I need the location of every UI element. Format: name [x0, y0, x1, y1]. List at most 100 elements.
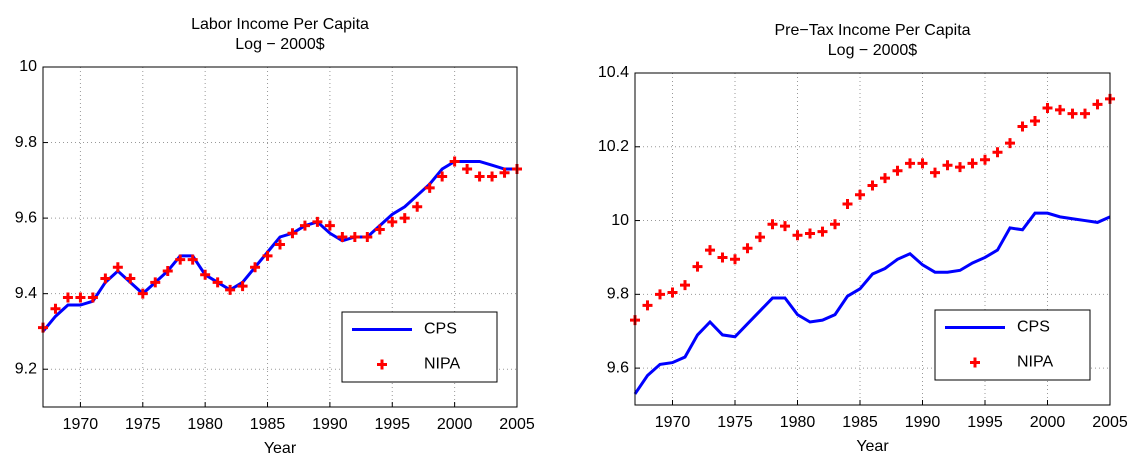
data-point — [250, 262, 261, 273]
chart-subtitle: Log − 2000$ — [828, 42, 918, 59]
data-point — [667, 287, 678, 298]
data-point — [112, 262, 123, 273]
x-tick-label: 1990 — [312, 416, 348, 433]
y-tick-label: 10 — [611, 212, 629, 229]
data-point — [449, 156, 460, 167]
data-point — [324, 220, 335, 231]
legend-swatch — [970, 357, 980, 368]
data-point — [262, 250, 273, 261]
chart-title: Pre−Tax Income Per Capita — [774, 22, 970, 39]
data-point — [125, 273, 136, 284]
data-point — [1005, 138, 1015, 149]
plot-frame — [634, 72, 1111, 406]
data-point — [642, 300, 653, 311]
data-point — [75, 292, 86, 303]
legend-label: NIPA — [1017, 354, 1053, 371]
x-tick-label: 1995 — [374, 416, 410, 433]
data-point — [842, 198, 853, 209]
data-point — [742, 243, 753, 254]
chart-subtitle: Log − 2000$ — [235, 36, 325, 53]
data-point — [62, 292, 73, 303]
data-point — [462, 164, 473, 174]
data-point — [930, 167, 940, 178]
data-point — [1092, 99, 1103, 110]
legend: CPS NIPA — [934, 309, 1091, 381]
x-tick-label: 1980 — [187, 416, 223, 433]
data-point — [780, 221, 790, 232]
data-point — [730, 254, 740, 265]
data-point — [237, 281, 248, 292]
data-point — [955, 162, 965, 173]
data-point — [187, 254, 198, 265]
data-point — [137, 288, 148, 299]
x-tick-label: 1990 — [905, 414, 941, 431]
y-tick-label: 10 — [19, 58, 37, 75]
data-point — [100, 273, 111, 284]
x-tick-label: 2000 — [437, 416, 473, 433]
data-point — [337, 232, 348, 242]
data-point — [275, 239, 285, 250]
data-point — [792, 230, 803, 241]
legend-label: CPS — [424, 321, 457, 338]
y-tick-label: 9.6 — [607, 359, 629, 376]
data-point — [225, 284, 236, 295]
data-point — [299, 220, 310, 231]
data-point — [50, 303, 61, 314]
data-point — [312, 216, 323, 227]
chart-title: Labor Income Per Capita — [191, 16, 369, 33]
data-point — [1055, 104, 1065, 115]
data-point — [175, 254, 186, 265]
y-tick-label: 10.4 — [598, 64, 629, 81]
x-tick-label: 1970 — [63, 416, 99, 433]
data-point — [992, 147, 1003, 158]
data-point — [680, 280, 690, 291]
data-point — [212, 277, 223, 288]
data-point — [200, 269, 211, 280]
x-tick-label: 2005 — [1092, 414, 1128, 431]
data-point — [1067, 108, 1078, 119]
data-point — [499, 167, 510, 178]
y-tick-label: 9.8 — [607, 286, 629, 303]
data-point — [717, 252, 728, 263]
data-point — [767, 219, 778, 230]
chart: Labor Income Per Capita Log − 2000$ Year 9.… — [15, 16, 535, 457]
data-point — [349, 232, 360, 242]
x-tick-label: 1985 — [250, 416, 286, 433]
x-tick-label: 1970 — [655, 414, 691, 431]
data-point — [805, 228, 815, 239]
data-point — [705, 245, 715, 256]
x-tick-label: 1975 — [717, 414, 753, 431]
data-point — [1042, 103, 1053, 114]
data-point — [374, 224, 385, 235]
x-tick-label: 2005 — [499, 416, 535, 433]
data-point — [362, 232, 373, 242]
data-point — [412, 201, 423, 212]
legend-swatch — [377, 359, 387, 370]
data-point — [1017, 121, 1028, 132]
data-point — [755, 232, 765, 243]
legend-box — [934, 309, 1091, 381]
data-point — [830, 219, 840, 230]
data-point — [917, 158, 928, 169]
data-point — [942, 160, 953, 171]
x-axis-label: Year — [264, 440, 297, 457]
data-point — [487, 171, 498, 182]
y-tick-label: 9.4 — [15, 285, 37, 302]
data-point — [880, 173, 890, 184]
legend: CPS NIPA — [341, 311, 498, 383]
x-tick-label: 1975 — [125, 416, 161, 433]
y-tick-label: 9.6 — [15, 209, 37, 226]
data-point — [399, 213, 410, 224]
data-point — [150, 277, 161, 288]
data-line — [633, 211, 1111, 395]
data-point — [1080, 108, 1090, 119]
y-tick-label: 9.2 — [15, 360, 37, 377]
data-point — [817, 226, 828, 237]
chart: Pre−Tax Income Per Capita Log − 2000$ Year… — [598, 22, 1128, 455]
data-point — [162, 266, 173, 276]
data-point — [855, 189, 865, 200]
data-point — [967, 158, 978, 169]
data-point — [424, 182, 435, 193]
x-tick-label: 1995 — [967, 414, 1003, 431]
